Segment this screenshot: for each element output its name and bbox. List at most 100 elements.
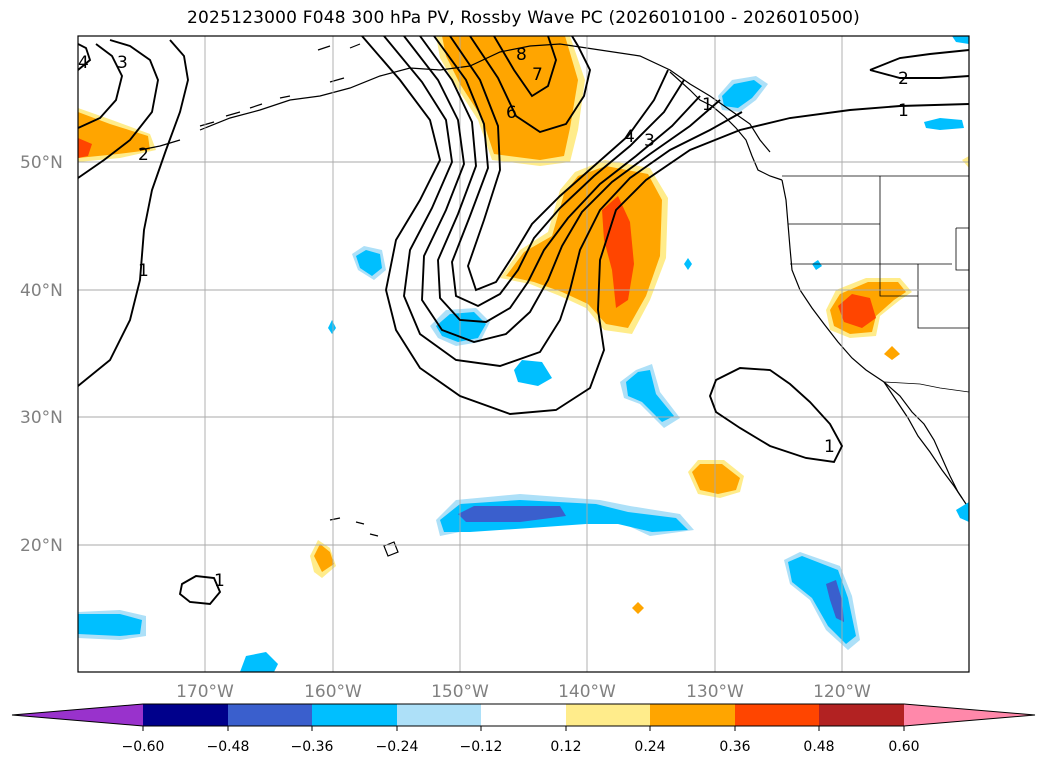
negative-anomaly-west-14n-core <box>78 614 142 636</box>
contour-label: 4 <box>78 53 89 73</box>
positive-anomaly-california-max <box>838 294 876 328</box>
contour-label: 2 <box>138 145 149 165</box>
negative-anomaly-trough-core <box>436 312 486 342</box>
lon-label-170w: 170°W <box>176 682 234 702</box>
us-mexico-border <box>883 381 969 393</box>
pv-contour-2-west <box>78 39 159 179</box>
gridlines <box>78 36 969 672</box>
negative-anomaly-ne-corner <box>924 118 964 130</box>
pv-contour-5-main <box>433 36 685 308</box>
lon-label-140w: 140°W <box>558 682 616 702</box>
negative-anomaly-dot-2 <box>684 258 692 270</box>
contour-label: 4 <box>624 127 635 147</box>
positive-anomaly-tiny <box>632 602 644 614</box>
positive-anomaly-ne-pacific-max <box>602 196 634 308</box>
lat-label-40: 40°N <box>20 281 63 301</box>
contour-label: 1 <box>702 95 713 115</box>
lat-label-50: 50°N <box>20 153 63 173</box>
negative-anomaly-right-22n <box>956 502 969 522</box>
colorbar-label: 0.24 <box>634 739 665 755</box>
alaska-coast <box>199 43 771 153</box>
positive-anomaly-west-edge-core <box>78 112 150 158</box>
aleutian-islands <box>139 43 361 151</box>
baja-peninsula <box>883 381 963 499</box>
contour-label: 7 <box>532 65 543 85</box>
pv-contour-2-ne <box>869 49 969 79</box>
colorbar-label: −0.12 <box>460 739 503 755</box>
colorbar-segment <box>312 704 397 726</box>
contour-label: 2 <box>898 69 909 89</box>
pv-contour-1-main <box>361 36 969 415</box>
pv-contour-labels: 3 4 2 1 8 6 7 4 3 2 1 1 1 1 <box>78 45 909 591</box>
contour-label: 1 <box>138 261 149 281</box>
colorbar-segment <box>397 704 481 726</box>
map-frame <box>77 35 970 673</box>
lat-label-20: 20°N <box>20 536 63 556</box>
colorbar-label: 0.12 <box>550 739 581 755</box>
negative-anomaly-45n-core <box>356 250 382 276</box>
colorbar-segment <box>143 704 228 726</box>
negative-anomaly-dot-1 <box>328 320 336 334</box>
positive-anomaly-goa-core <box>442 36 578 160</box>
contour-label: 1 <box>214 571 225 591</box>
colorbar-label: 0.36 <box>719 739 750 755</box>
colorbar-label: −0.36 <box>291 739 334 755</box>
coastlines <box>139 43 967 557</box>
contour-label: 6 <box>506 103 517 123</box>
colorbar-ticks <box>142 726 905 731</box>
contour-label: 3 <box>644 131 655 151</box>
longitude-labels: 170°W 160°W 150°W 140°W 130°W 120°W <box>176 682 871 702</box>
pv-contours <box>78 36 969 605</box>
negative-anomaly-bottom <box>240 652 278 672</box>
negative-anomaly-33n <box>514 360 552 386</box>
state-borders <box>788 176 969 329</box>
colorbar-segment <box>481 704 566 726</box>
colorbar-segment <box>650 704 735 726</box>
bc-coast <box>669 71 783 181</box>
colorbar-segment <box>735 704 819 726</box>
pv-contour-1-west <box>78 39 189 387</box>
latitude-labels: 50°N 40°N 30°N 20°N <box>20 153 63 556</box>
negative-anomaly-ne-top <box>952 36 969 44</box>
colorbar-label: −0.24 <box>376 739 419 755</box>
pv-contour-4-main <box>419 36 701 323</box>
positive-anomaly-25n-core <box>692 464 740 494</box>
negative-anomaly-20n-band-max <box>458 506 566 522</box>
contour-label: 8 <box>516 45 527 65</box>
political-borders <box>782 175 969 393</box>
colorbar-extend-min <box>12 704 143 726</box>
colorbar-segment <box>228 704 312 726</box>
contour-label: 1 <box>898 101 909 121</box>
lon-label-130w: 130°W <box>686 682 744 702</box>
negative-anomaly-sw-band-core <box>788 556 856 644</box>
colorbar-extend-max <box>904 704 1035 726</box>
pv-contour-1-east-loop <box>708 367 844 464</box>
colorbar-label: −0.60 <box>122 739 165 755</box>
negative-anomaly-sw-band-max <box>826 580 844 622</box>
pv-contour-4-west <box>78 43 92 71</box>
lat-label-30: 30°N <box>20 408 63 428</box>
map-plot-area: 3 4 2 1 8 6 7 4 3 2 1 1 1 1 <box>78 36 969 672</box>
contour-label: 1 <box>824 437 835 457</box>
negative-anomaly-alaska-core <box>722 80 762 108</box>
lon-label-120w: 120°W <box>813 682 871 702</box>
colorbar-segment <box>566 704 650 726</box>
lon-label-150w: 150°W <box>431 682 489 702</box>
pv-contour-8-main <box>493 36 557 98</box>
colorbar: −0.60 −0.48 −0.36 −0.24 −0.12 0.12 0.24 … <box>11 703 1036 755</box>
colorbar-label: −0.48 <box>207 739 250 755</box>
pv-contour-3-west <box>78 43 124 129</box>
hawaii-islands <box>329 517 399 557</box>
positive-anomaly-west-edge-max <box>78 138 92 158</box>
colorbar-label: 0.48 <box>803 739 834 755</box>
negative-anomaly-31n-core <box>626 370 674 422</box>
positive-anomaly-small-se <box>884 346 900 360</box>
pv-contour-2-main <box>383 36 743 367</box>
colorbar-label: 0.60 <box>888 739 919 755</box>
pv-contour-7-main <box>469 36 592 134</box>
pv-contour-3-main <box>403 36 721 343</box>
shaded-anomalies <box>78 36 969 672</box>
colorbar-segment <box>819 704 904 726</box>
pv-contour-6-main <box>449 36 669 292</box>
